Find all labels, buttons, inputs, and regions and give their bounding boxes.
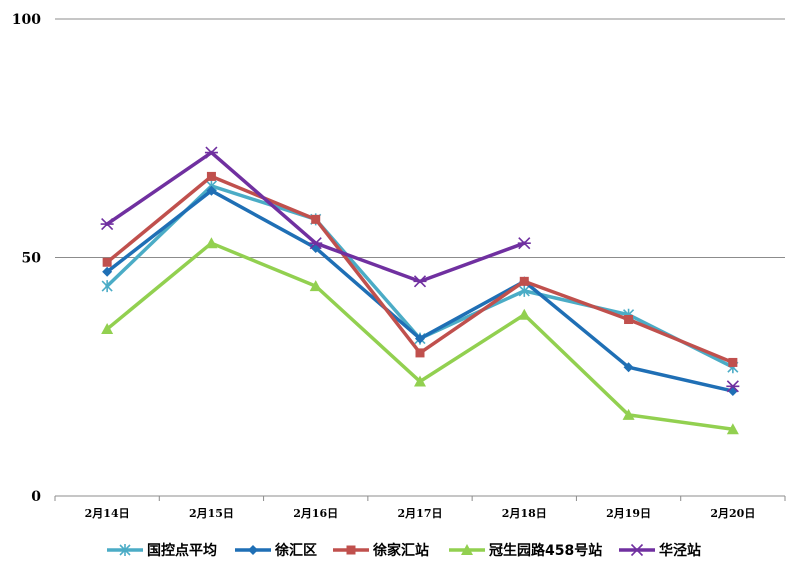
data-point-2-7 [727, 386, 738, 397]
gridlines [55, 18, 785, 258]
legend: 国控点平均 徐汇区 徐家汇站 冠生园路458号站 华泾站 [107, 542, 701, 559]
x-tick-label: 2月17日 [398, 507, 443, 520]
legend-label: 徐家汇站 [372, 542, 429, 559]
data-point-4-2 [205, 237, 218, 249]
data-point-legend-3 [346, 545, 356, 555]
series-2 [102, 185, 738, 397]
series-line [105, 188, 735, 393]
legend-item-1: 国控点平均 [107, 542, 217, 559]
data-point-5-3 [309, 237, 323, 250]
data-point-4-6 [622, 408, 635, 420]
data-point-legend-5 [630, 543, 644, 557]
series-3 [102, 171, 738, 367]
data-point-5-1 [100, 218, 114, 231]
data-point-3-2 [206, 171, 216, 181]
data-point-3-7 [728, 357, 738, 367]
series-5 [100, 146, 740, 393]
data-point-3-5 [519, 276, 529, 286]
data-point-2-4 [415, 333, 425, 344]
legend-item-4: 冠生园路458号站 [449, 542, 602, 559]
axes: 0 50 100 2月14日 2月15日 2月16日 2月17日 2月18日 2月19日 2月20… [12, 12, 786, 520]
data-point-4-5 [518, 308, 531, 320]
y-tick-label: 100 [12, 12, 41, 28]
data-point-2-2 [206, 185, 217, 196]
x-tick-label: 2月19日 [606, 507, 651, 520]
x-tick-label: 2月20日 [710, 507, 755, 520]
legend-label: 华泾站 [659, 542, 701, 559]
data-point-4-3 [309, 280, 322, 292]
data-point-5-7 [726, 380, 740, 393]
data-point-1-5 [518, 284, 530, 297]
legend-item-5: 华泾站 [619, 542, 701, 559]
data-point-5-5 [517, 237, 531, 250]
data-point-1-1 [101, 280, 113, 293]
series-lines [100, 146, 740, 435]
y-tick-label: 50 [22, 251, 42, 267]
data-point-4-7 [726, 423, 739, 435]
data-point-3-4 [415, 348, 425, 358]
data-point-legend-1 [119, 544, 131, 556]
legend-item-2: 徐汇区 [235, 542, 317, 559]
x-tick-label: 2月16日 [293, 507, 338, 520]
data-point-legend-2 [248, 545, 258, 555]
data-point-3-1 [102, 257, 112, 267]
data-point-3-3 [311, 214, 321, 224]
series-4 [101, 237, 739, 435]
legend-label: 国控点平均 [147, 542, 217, 559]
legend-item-3: 徐家汇站 [333, 542, 429, 559]
x-tick-label: 2月18日 [502, 507, 547, 520]
data-point-2-6 [623, 362, 634, 373]
legend-label: 徐汇区 [274, 542, 317, 559]
y-tick-label: 0 [31, 489, 41, 505]
x-tick-label: 2月14日 [85, 507, 130, 520]
data-point-4-4 [414, 375, 426, 387]
data-point-5-4 [413, 275, 427, 288]
legend-label: 冠生园路458号站 [489, 542, 602, 559]
data-point-4-1 [101, 323, 114, 335]
x-tick-label: 2月15日 [189, 507, 234, 520]
series-1 [101, 179, 739, 374]
data-point-5-2 [204, 146, 218, 159]
data-point-3-6 [624, 315, 634, 325]
data-point-2-1 [102, 266, 113, 277]
data-point-legend-4 [461, 544, 473, 555]
